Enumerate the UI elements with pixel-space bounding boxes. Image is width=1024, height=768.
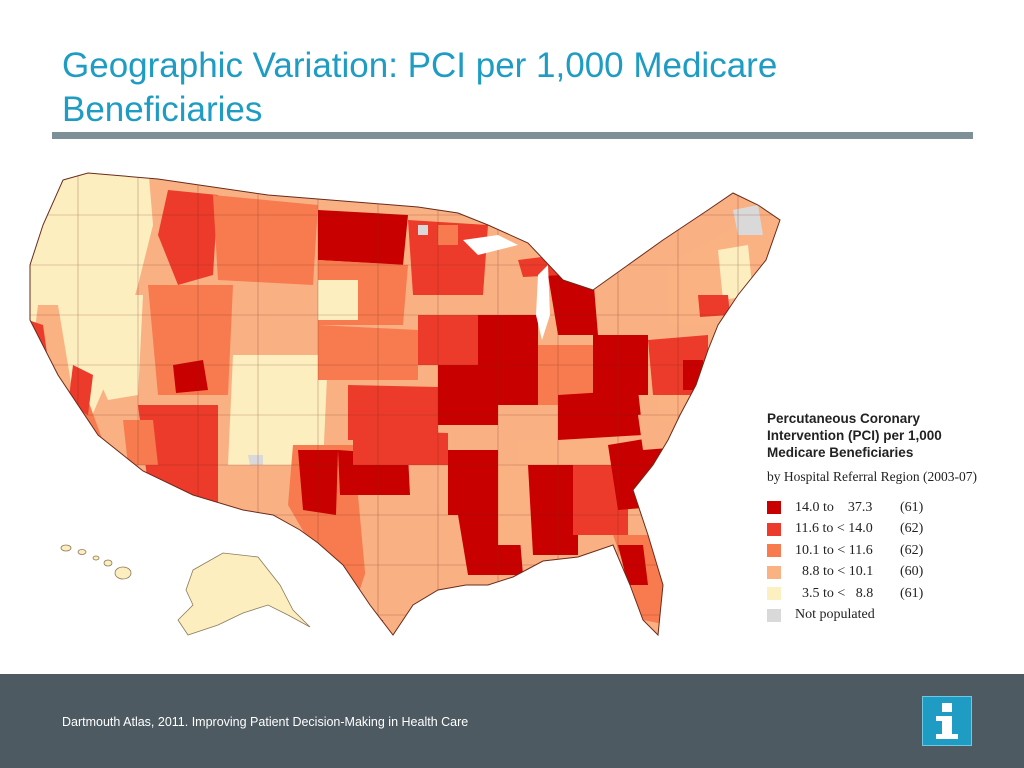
legend-title-line: Medicare Beneficiaries — [767, 445, 914, 460]
legend-swatch — [767, 565, 781, 579]
map-legend: Percutaneous Coronary Intervention (PCI)… — [767, 410, 1017, 626]
legend-swatch — [767, 501, 781, 515]
legend-title-line: Intervention (PCI) per 1,000 — [767, 428, 942, 443]
legend-item: 11.6 to < 14.0 (62) — [767, 519, 1017, 541]
legend-title-line: Percutaneous Coronary — [767, 411, 921, 426]
legend-count: (60) — [900, 564, 924, 580]
legend-swatch — [767, 587, 781, 601]
legend-range: 8.8 to < 10.1 — [795, 564, 874, 580]
info-icon — [922, 696, 972, 746]
legend-count: (61) — [900, 585, 924, 601]
legend-item: 8.8 to < 10.1 (60) — [767, 562, 1017, 584]
legend-swatch — [767, 544, 781, 558]
legend-swatch — [767, 608, 781, 622]
legend-items: 14.0 to 37.3 (61) 11.6 to < 14.0 (62) 10… — [767, 497, 1017, 626]
legend-item: 14.0 to 37.3 (61) — [767, 497, 1017, 519]
legend-item: 3.5 to < 8.8 (61) — [767, 583, 1017, 605]
legend-count: (61) — [900, 499, 924, 515]
continental-us — [30, 173, 780, 635]
legend-range: Not populated — [795, 607, 875, 623]
us-hrr-choropleth-map — [18, 165, 783, 655]
alaska — [177, 552, 311, 636]
legend-swatch — [767, 522, 781, 536]
legend-range: 14.0 to 37.3 — [795, 499, 873, 515]
legend-title: Percutaneous Coronary Intervention (PCI)… — [767, 410, 1017, 461]
great-lakes — [536, 265, 550, 340]
legend-subtitle: by Hospital Referral Region (2003-07) — [767, 469, 977, 484]
slide-title: Geographic Variation: PCI per 1,000 Medi… — [62, 46, 778, 129]
legend-range: 3.5 to < 8.8 — [795, 585, 874, 601]
legend-item: Not populated — [767, 605, 1017, 627]
legend-count: (62) — [900, 521, 924, 537]
legend-count: (62) — [900, 542, 924, 558]
hawaii — [60, 544, 132, 580]
legend-range: 10.1 to < 11.6 — [795, 542, 873, 558]
footer-bar: Dartmouth Atlas, 2011. Improving Patient… — [0, 674, 1024, 768]
legend-item: 10.1 to < 11.6 (62) — [767, 540, 1017, 562]
legend-range: 11.6 to < 14.0 — [795, 521, 873, 537]
title-divider — [52, 132, 973, 139]
footer-citation: Dartmouth Atlas, 2011. Improving Patient… — [62, 715, 469, 729]
